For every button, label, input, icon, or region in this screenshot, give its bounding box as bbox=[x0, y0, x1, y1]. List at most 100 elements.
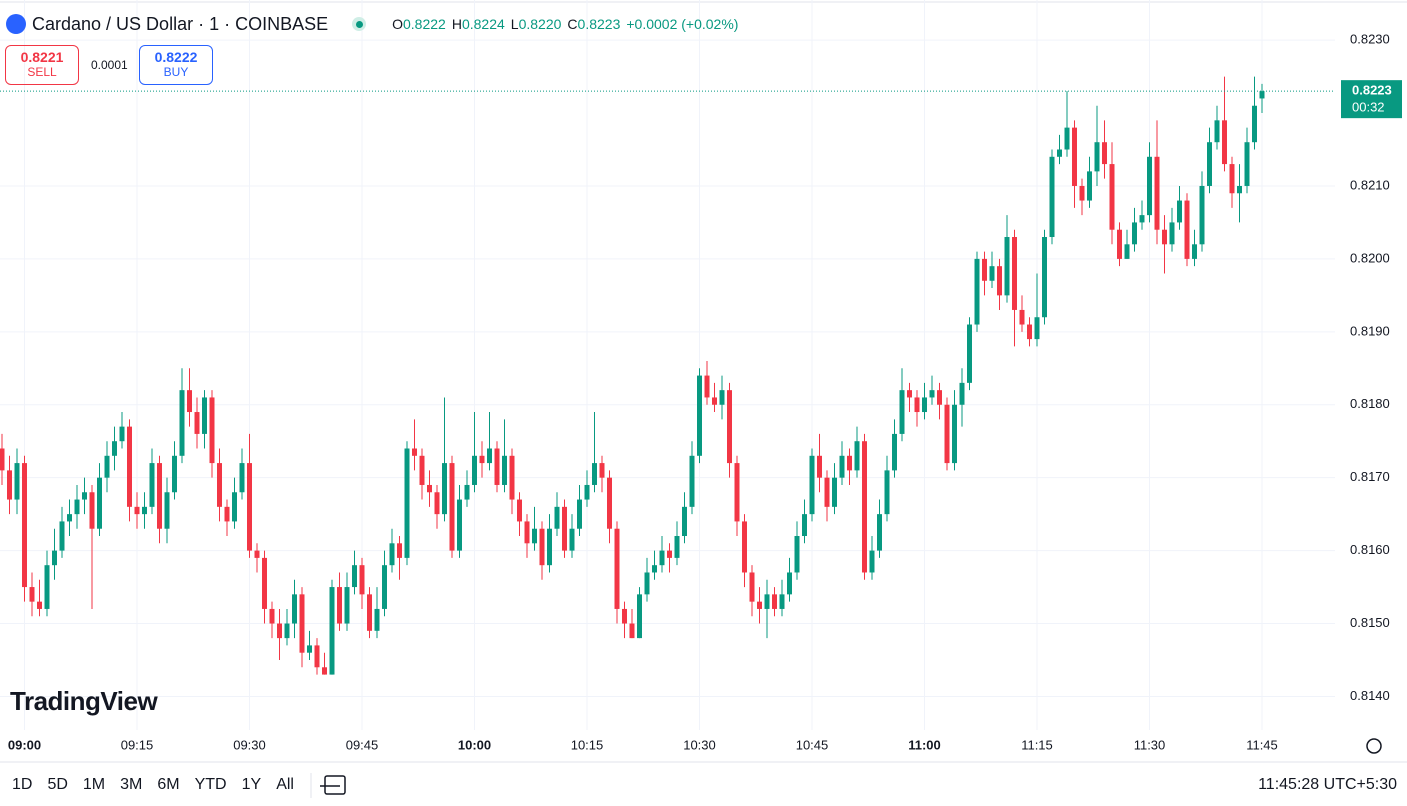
candle-body bbox=[149, 463, 155, 507]
candle-body bbox=[1192, 244, 1197, 259]
candle-body bbox=[1079, 185, 1085, 201]
y-tick-label: 0.8190 bbox=[1350, 323, 1390, 338]
clock[interactable]: 11:45:28 UTC+5:30 bbox=[1258, 776, 1397, 793]
candle-body bbox=[1102, 142, 1107, 165]
candle-body bbox=[944, 404, 950, 464]
buy-button[interactable]: 0.8222 BUY bbox=[139, 45, 213, 85]
candle-body bbox=[1012, 237, 1017, 310]
candle-body bbox=[157, 463, 162, 529]
candle-body bbox=[854, 441, 860, 471]
candle-body bbox=[134, 506, 140, 515]
candle-body bbox=[517, 499, 522, 522]
candle-body bbox=[187, 390, 192, 413]
range-button[interactable]: YTD bbox=[194, 776, 227, 793]
candle-body bbox=[719, 390, 725, 405]
candle-body bbox=[922, 397, 927, 413]
candle-body bbox=[224, 506, 230, 522]
candle-body bbox=[397, 543, 402, 558]
header: Cardano / US Dollar · 1 · COINBASE O0.82… bbox=[6, 12, 738, 36]
candle-body bbox=[292, 594, 297, 624]
candle-body bbox=[689, 455, 695, 507]
candle-body bbox=[989, 266, 995, 281]
candle-body bbox=[839, 455, 845, 478]
spread: 0.0001 bbox=[91, 58, 128, 72]
y-tick-label: 0.8160 bbox=[1350, 542, 1390, 557]
candle-body bbox=[1027, 324, 1032, 340]
candle-body bbox=[14, 463, 20, 500]
candle-body bbox=[802, 514, 807, 537]
candle-body bbox=[599, 463, 605, 478]
candle-body bbox=[667, 550, 672, 558]
candle-body bbox=[1237, 185, 1242, 194]
candle-body bbox=[97, 477, 102, 529]
sell-price: 0.8221 bbox=[20, 49, 64, 65]
y-tick-label: 0.8230 bbox=[1350, 32, 1390, 47]
range-button[interactable]: 6M bbox=[157, 776, 180, 793]
candle-body bbox=[509, 455, 515, 500]
ohlc: O0.8222 H0.8224 L0.8220 C0.8223 +0.0002 (+0.… bbox=[392, 16, 738, 32]
candle-body bbox=[119, 426, 125, 442]
candle-body bbox=[584, 484, 590, 500]
range-button[interactable]: 5D bbox=[47, 776, 68, 793]
candle-body bbox=[44, 565, 50, 609]
candle-body bbox=[884, 470, 890, 515]
x-tick-label: 09:00 bbox=[8, 737, 41, 752]
x-tick-label: 10:00 bbox=[458, 737, 491, 752]
range-button[interactable]: 3M bbox=[120, 776, 143, 793]
candle-body bbox=[892, 433, 897, 471]
candle-body bbox=[82, 492, 87, 500]
settings-icon[interactable] bbox=[1366, 738, 1382, 754]
candle-body bbox=[772, 594, 777, 609]
candle-body bbox=[1064, 127, 1070, 150]
ohlc-key: C bbox=[567, 16, 578, 32]
candle-body bbox=[1132, 222, 1137, 245]
calendar-icon[interactable] bbox=[310, 773, 346, 798]
candle-body bbox=[427, 484, 432, 493]
candle-body bbox=[269, 608, 275, 624]
candle-body bbox=[284, 623, 290, 639]
candle-body bbox=[434, 492, 440, 515]
ohlc-key: H bbox=[451, 16, 462, 32]
x-tick-label: 11:30 bbox=[1134, 737, 1166, 752]
candle-body bbox=[1207, 142, 1212, 186]
candle-body bbox=[1259, 91, 1265, 99]
candle-body bbox=[247, 463, 252, 551]
candle-body bbox=[209, 397, 215, 464]
logo[interactable]: ⁠TradingView bbox=[10, 686, 158, 717]
candles bbox=[0, 76, 1335, 675]
candle-body bbox=[1087, 171, 1092, 201]
range-button[interactable]: 1Y bbox=[241, 776, 262, 793]
x-tick-label: 10:15 bbox=[571, 737, 604, 752]
candle-body bbox=[22, 463, 27, 588]
range-toolbar: 1D 5D 1M 3M 6M YTD 1Y All bbox=[12, 776, 294, 794]
candle-body bbox=[1049, 156, 1055, 238]
candle-body bbox=[727, 390, 732, 464]
candle-body bbox=[89, 492, 95, 529]
candle-body bbox=[929, 390, 935, 398]
candle-body bbox=[277, 623, 282, 639]
range-button[interactable]: 1D bbox=[12, 776, 33, 793]
ohlc-item: H0.8224 bbox=[452, 16, 505, 32]
candle-body bbox=[899, 390, 905, 434]
candle-body bbox=[1139, 215, 1145, 223]
candle-body bbox=[382, 565, 387, 609]
candle-body bbox=[952, 404, 957, 464]
y-tick-label: 0.8210 bbox=[1350, 177, 1390, 192]
candle-body bbox=[1154, 156, 1160, 230]
x-tick-label: 09:45 bbox=[346, 737, 379, 752]
range-button[interactable]: All bbox=[276, 776, 294, 793]
range-button[interactable]: 1M bbox=[82, 776, 106, 793]
candle-body bbox=[817, 455, 822, 478]
candle-body bbox=[697, 375, 702, 456]
candle-body bbox=[659, 550, 665, 566]
symbol[interactable]: Cardano / US Dollar · 1 · COINBASE bbox=[32, 13, 329, 34]
candle-body bbox=[554, 506, 560, 529]
candle-body bbox=[404, 448, 410, 558]
sell-button[interactable]: 0.8221 SELL bbox=[5, 45, 79, 85]
candle-body bbox=[254, 550, 260, 558]
candle-body bbox=[202, 397, 207, 434]
candle-body bbox=[824, 477, 830, 507]
ohlc-value: 0.8222 bbox=[403, 16, 446, 32]
